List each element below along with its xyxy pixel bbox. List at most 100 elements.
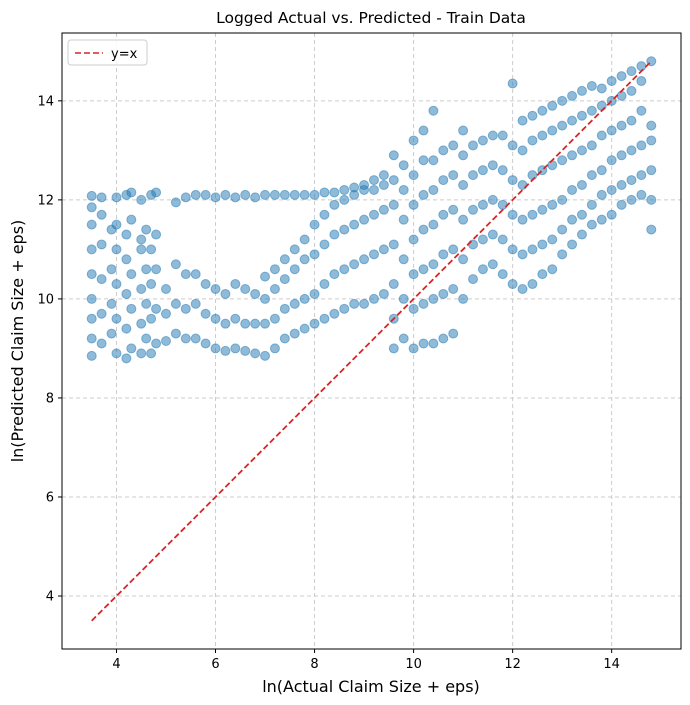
scatter-point [86, 293, 97, 304]
scatter-point [86, 333, 97, 344]
scatter-point [547, 234, 558, 245]
scatter-point [477, 165, 488, 176]
scatter-point [408, 234, 419, 245]
scatter-point [626, 66, 637, 77]
scatter-point [96, 308, 107, 319]
scatter-point [398, 160, 409, 171]
scatter-point [408, 343, 419, 354]
scatter-point [586, 105, 597, 116]
x-axis-ticks: 4 6 8 10 12 14 [112, 649, 620, 672]
scatter-point [448, 284, 459, 295]
scatter-point [289, 328, 300, 339]
scatter-point [448, 244, 459, 255]
scatter-point [279, 189, 290, 200]
scatter-point [606, 209, 617, 220]
scatter-point [428, 219, 439, 230]
scatter-point [230, 313, 241, 324]
scatter-point [596, 83, 607, 94]
scatter-point [339, 224, 350, 235]
scatter-point [220, 345, 231, 356]
scatter-point [477, 199, 488, 210]
scatter-point [586, 140, 597, 151]
scatter-point [170, 298, 181, 309]
scatter-point [458, 214, 469, 225]
scatter-point [126, 187, 137, 198]
scatter-point [616, 71, 627, 82]
scatter-point [160, 284, 171, 295]
x-axis-label: ln(Actual Claim Size + eps) [262, 677, 480, 696]
scatter-point [180, 333, 191, 344]
scatter-point [567, 214, 578, 225]
scatter-point [547, 100, 558, 111]
scatter-point [616, 199, 627, 210]
scatter-point [418, 224, 429, 235]
scatter-point [136, 318, 147, 329]
scatter-point [309, 318, 320, 329]
scatter-point [220, 318, 231, 329]
scatter-point [319, 239, 330, 250]
scatter-point [507, 244, 518, 255]
scatter-point [136, 284, 147, 295]
scatter-point [537, 130, 548, 141]
scatter-point [329, 229, 340, 240]
scatter-point [576, 110, 587, 121]
scatter-point [576, 209, 587, 220]
scatter-point [151, 303, 162, 314]
scatter-point [576, 229, 587, 240]
scatter-point [141, 298, 152, 309]
scatter-point [260, 350, 271, 361]
scatter-point [170, 197, 181, 208]
scatter-point [260, 293, 271, 304]
scatter-point [86, 190, 97, 201]
scatter-point [378, 204, 389, 215]
scatter-point [111, 244, 122, 255]
reference-line-y-equals-x [91, 60, 652, 622]
scatter-point [537, 269, 548, 280]
scatter-point [567, 239, 578, 250]
scatter-point [626, 194, 637, 205]
scatter-point [487, 160, 498, 171]
scatter-point [527, 135, 538, 146]
scatter-point [260, 318, 271, 329]
scatter-point [646, 224, 657, 235]
x-tick-label: 10 [405, 657, 422, 672]
scatter-point [86, 244, 97, 255]
scatter-point [319, 209, 330, 220]
scatter-point [200, 308, 211, 319]
scatter-point [517, 249, 528, 260]
scatter-point [210, 284, 221, 295]
scatter-point [359, 298, 370, 309]
scatter-point [408, 135, 419, 146]
scatter-point [349, 259, 360, 270]
scatter-point [596, 165, 607, 176]
scatter-point [448, 328, 459, 339]
scatter-point [200, 189, 211, 200]
scatter-point [438, 288, 449, 299]
scatter-point [289, 298, 300, 309]
scatter-point [329, 308, 340, 319]
scatter-point [646, 194, 657, 205]
scatter-point [260, 271, 271, 282]
scatter-point [438, 145, 449, 156]
scatter-point [576, 180, 587, 191]
scatter-point [279, 303, 290, 314]
x-tick-label: 4 [112, 657, 120, 672]
scatter-point [319, 279, 330, 290]
scatter-point [646, 165, 657, 176]
scatter-point [557, 224, 568, 235]
legend: y=x [67, 39, 148, 66]
scatter-point [616, 180, 627, 191]
scatter-point [468, 140, 479, 151]
scatter-point [126, 303, 137, 314]
scatter-point [398, 214, 409, 225]
y-tick-label: 14 [37, 94, 54, 109]
scatter-point [468, 274, 479, 285]
scatter-point [596, 130, 607, 141]
scatter-point [309, 288, 320, 299]
scatter-point [636, 76, 647, 87]
scatter-point [368, 209, 379, 220]
scatter-point [136, 348, 147, 359]
scatter-point [289, 244, 300, 255]
scatter-point [517, 115, 528, 126]
scatter-point [606, 125, 617, 136]
